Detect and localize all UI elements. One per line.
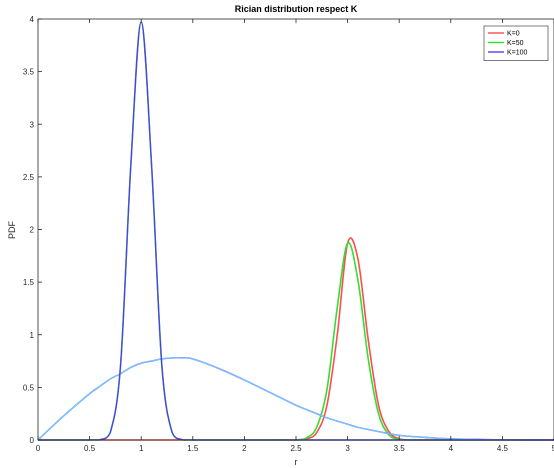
legend-box xyxy=(483,25,549,61)
x-tick-label: 5 xyxy=(552,444,554,453)
y-tick-label: 0.5 xyxy=(23,383,35,392)
x-tick-label: 3 xyxy=(345,444,350,453)
y-tick-label: 1.5 xyxy=(23,278,35,287)
y-tick-label: 3.5 xyxy=(23,68,35,77)
y-tick-label: 3 xyxy=(30,120,35,129)
x-tick-label: 0 xyxy=(36,444,41,453)
x-tick-label: 2.5 xyxy=(290,444,302,453)
legend-entry: K=0 xyxy=(507,31,520,38)
x-tick-label: 3.5 xyxy=(394,444,406,453)
chart-title: Rician distribution respect K xyxy=(235,4,358,14)
y-tick-label: 2.5 xyxy=(23,173,35,182)
legend: K=0 K=50 K=100 xyxy=(483,25,549,61)
y-tick-label: 4 xyxy=(30,15,35,24)
legend-entry: K=100 xyxy=(507,50,528,57)
y-tick-label: 2 xyxy=(30,226,35,235)
axes-background xyxy=(38,19,554,440)
x-tick-label: 4.5 xyxy=(497,444,509,453)
series-line-curve-5 xyxy=(37,357,554,441)
x-tick-label: 1.5 xyxy=(187,444,199,453)
x-tick-label: 4 xyxy=(449,444,454,453)
legend-entry: K=50 xyxy=(507,40,524,47)
x-tick-label: 1 xyxy=(139,444,144,453)
x-ticks: 0 0.5 1 1.5 2 2.5 3 3.5 4 4.5 5 xyxy=(36,19,554,453)
y-axis-label: PDF xyxy=(7,220,17,239)
x-axis-label: r xyxy=(295,457,298,467)
y-tick-label: 1 xyxy=(30,331,35,340)
x-tick-label: 2 xyxy=(242,444,247,453)
y-ticks: 0 0.5 1 1.5 2 2.5 3 3.5 4 xyxy=(23,15,42,445)
y-tick-label: 0 xyxy=(30,436,35,445)
x-tick-label: 0.5 xyxy=(84,444,96,453)
